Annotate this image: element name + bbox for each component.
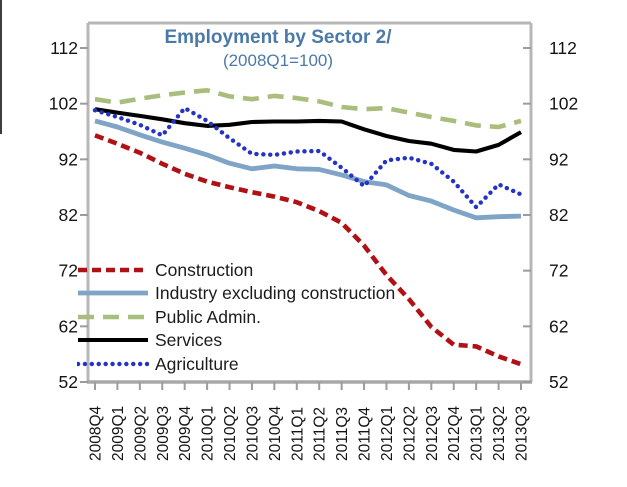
legend-label: Public Admin. [155, 306, 262, 327]
y-axis-label-left: 62 [59, 316, 78, 336]
x-axis-label: 2011Q4 [357, 407, 374, 461]
legend-label: Construction [155, 259, 254, 280]
x-axis-label: 2012Q3 [424, 406, 441, 461]
x-axis-label: 2009Q4 [177, 405, 194, 461]
y-axis-label-right: 92 [549, 149, 568, 169]
y-axis-label-left: 72 [59, 261, 78, 281]
y-axis-label-right: 102 [549, 94, 578, 114]
x-axis-label: 2013Q1 [469, 406, 486, 461]
x-axis-label: 2009Q1 [110, 406, 127, 461]
page-edge-artifact [0, 0, 2, 134]
x-axis-label: 2008Q4 [88, 405, 105, 461]
x-axis-label: 2009Q2 [132, 406, 149, 461]
x-axis-label: 2010Q3 [244, 406, 261, 461]
x-axis-label: 2010Q2 [222, 406, 239, 461]
chart-legend: Construction Industry excluding construct… [77, 258, 395, 376]
dotted-line-swatch-icon [77, 361, 149, 366]
series-line-public-admin- [94, 88, 522, 130]
solid-line-swatch-icon [78, 338, 148, 343]
x-axis-label: 2011Q3 [334, 407, 351, 461]
x-axis-label: 2012Q1 [379, 406, 396, 461]
y-axis-label-left: 92 [59, 149, 78, 169]
x-axis-label: 2012Q4 [446, 405, 463, 461]
y-axis-label-left: 112 [50, 38, 78, 58]
series-line-services [94, 107, 523, 154]
legend-label: Agriculture [155, 353, 239, 374]
legend-label: Industry excluding construction [155, 283, 396, 303]
legend-item-construction: Construction [77, 258, 395, 282]
legend-item-public-admin-: Public Admin. [77, 305, 395, 329]
y-axis-label-left: 102 [49, 94, 78, 114]
chart-title: Employment by Sector 2/ [164, 27, 392, 48]
x-axis-label: 2009Q3 [155, 406, 172, 461]
x-axis-label: 2013Q3 [514, 406, 531, 461]
legend-label: Services [155, 330, 223, 350]
y-axis-label-right: 72 [549, 261, 568, 281]
solid-line-swatch-icon [78, 290, 148, 296]
series-line-industry-excluding-construction [94, 118, 522, 221]
dashed-line-swatch-icon [78, 267, 148, 273]
series-line-construction [94, 133, 522, 367]
x-axis-label: 2010Q4 [267, 405, 284, 461]
legend-item-agriculture: Agriculture [77, 352, 395, 376]
x-axis-label: 2011Q2 [312, 407, 329, 461]
y-axis-label-right: 112 [549, 38, 577, 58]
x-axis-label: 2011Q1 [289, 407, 306, 461]
x-axis-label: 2013Q2 [491, 406, 508, 461]
legend-item-services: Services [77, 329, 395, 353]
long-dashed-line-swatch-icon [78, 314, 148, 320]
y-axis-label-right: 62 [549, 316, 568, 336]
series-line-agriculture [92, 105, 524, 210]
x-axis-label: 2010Q1 [200, 406, 217, 461]
y-axis-label-left: 82 [59, 205, 78, 225]
y-axis-label-right: 82 [549, 205, 568, 225]
y-axis-label-right: 52 [549, 372, 568, 392]
chart-subtitle: (2008Q1=100) [222, 51, 334, 70]
legend-item-industry-excluding-construction: Industry excluding construction [77, 282, 395, 306]
x-axis-label: 2012Q2 [401, 406, 418, 461]
y-axis-label-left: 52 [59, 372, 78, 392]
